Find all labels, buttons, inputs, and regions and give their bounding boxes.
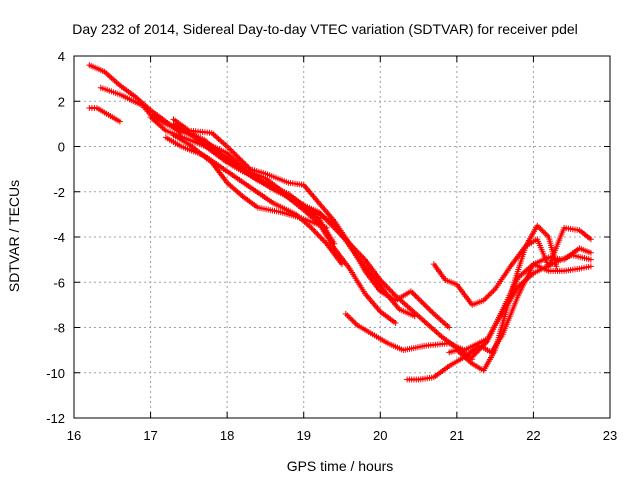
y-tick-label: 0 xyxy=(58,140,65,155)
series-plus-markers xyxy=(446,222,560,374)
x-tick-label: 20 xyxy=(373,428,387,443)
y-tick-label: -2 xyxy=(53,185,65,200)
x-tick-label: 16 xyxy=(67,428,81,443)
series-pass-13 xyxy=(446,222,560,374)
data-series-layer xyxy=(86,62,594,383)
series-pass-7 xyxy=(193,136,476,363)
series-pass-9 xyxy=(170,132,330,231)
series-plus-markers xyxy=(193,136,476,363)
series-plus-markers xyxy=(469,261,594,360)
y-tick-label: -8 xyxy=(53,321,65,336)
y-axis-label: SDTVAR / TECUs xyxy=(6,180,22,292)
y-tick-label: -6 xyxy=(53,275,65,290)
y-tick-label: -10 xyxy=(46,366,65,381)
y-tick-label: -4 xyxy=(53,230,65,245)
series-pass-2 xyxy=(86,105,123,125)
series-pass-8 xyxy=(162,134,345,268)
series-plus-markers xyxy=(86,105,123,125)
x-tick-label: 18 xyxy=(220,428,234,443)
y-tick-label: -12 xyxy=(46,411,65,426)
x-tick-label: 23 xyxy=(603,428,617,443)
series-plus-markers xyxy=(170,116,453,331)
series-plus-markers xyxy=(170,132,330,231)
x-tick-label: 21 xyxy=(450,428,464,443)
y-tick-label: 2 xyxy=(58,94,65,109)
x-axis-label: GPS time / hours xyxy=(287,458,394,474)
x-tick-label: 17 xyxy=(143,428,157,443)
x-tick-label: 22 xyxy=(526,428,540,443)
series-pass-12 xyxy=(430,224,594,308)
chart-title: Day 232 of 2014, Sidereal Day-to-day VTE… xyxy=(72,21,578,37)
y-tick-label: 4 xyxy=(58,49,65,64)
series-pass-14 xyxy=(469,261,594,360)
x-tick-label: 19 xyxy=(296,428,310,443)
